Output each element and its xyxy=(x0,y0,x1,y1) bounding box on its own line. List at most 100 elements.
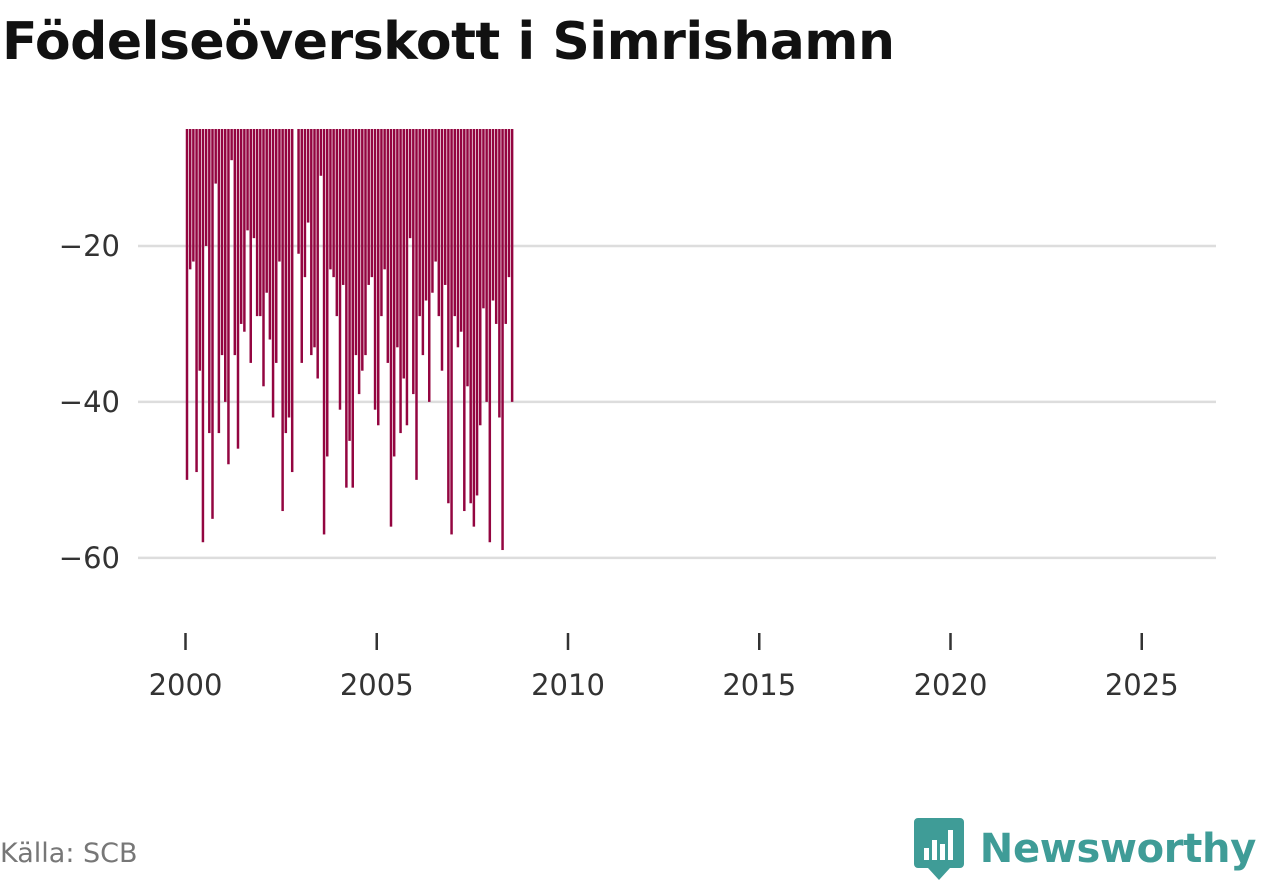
bar xyxy=(313,129,316,348)
bar xyxy=(239,129,243,324)
bar xyxy=(252,129,256,239)
bar xyxy=(351,129,354,488)
bar xyxy=(494,129,498,324)
bar xyxy=(268,129,272,340)
y-tick-label: −40 xyxy=(59,385,120,419)
x-tick-label: 2020 xyxy=(914,668,988,702)
bar xyxy=(322,129,326,535)
bar xyxy=(380,129,383,317)
bar xyxy=(220,129,224,356)
bar xyxy=(443,129,447,285)
bar xyxy=(389,129,393,527)
bar xyxy=(399,129,402,434)
y-tick-label: −20 xyxy=(59,229,120,263)
bar xyxy=(456,129,460,348)
bar xyxy=(402,129,405,379)
bar xyxy=(386,129,390,363)
bar xyxy=(412,129,415,395)
bar xyxy=(354,129,358,356)
bar xyxy=(482,129,485,309)
bar xyxy=(459,129,463,332)
bar xyxy=(287,129,291,418)
bar xyxy=(201,129,205,543)
bar xyxy=(396,129,399,348)
bar xyxy=(198,129,201,371)
bar xyxy=(316,129,319,379)
bar xyxy=(479,129,482,426)
bar xyxy=(504,129,507,324)
bar xyxy=(281,129,284,512)
bar xyxy=(418,129,421,317)
bar xyxy=(345,129,348,488)
bar xyxy=(383,129,386,270)
bar xyxy=(300,129,303,363)
brand: Newsworthy xyxy=(913,818,1256,880)
x-tick-label: 2025 xyxy=(1105,668,1179,702)
bar xyxy=(392,129,396,457)
bar xyxy=(259,129,262,317)
y-axis: −20 −40 −60 xyxy=(59,229,120,575)
bar xyxy=(332,129,335,278)
bar xyxy=(373,129,377,410)
bar xyxy=(265,129,268,293)
bar xyxy=(338,129,342,410)
bar xyxy=(275,129,278,363)
bar xyxy=(447,129,450,504)
bar xyxy=(488,129,492,543)
bar xyxy=(227,129,230,465)
bar xyxy=(370,129,374,278)
grid-lines xyxy=(138,244,1216,560)
bar xyxy=(424,129,428,301)
bar xyxy=(341,129,345,285)
bar xyxy=(348,129,351,441)
bar xyxy=(262,129,265,387)
bar xyxy=(463,129,466,512)
bar xyxy=(431,129,434,293)
source-note: Källa: SCB xyxy=(0,838,138,869)
bar xyxy=(224,129,227,402)
bar xyxy=(290,129,294,473)
bar xyxy=(408,129,412,239)
bar xyxy=(195,129,198,473)
bar xyxy=(510,129,514,402)
bar xyxy=(367,129,370,285)
bar xyxy=(284,129,288,434)
bar xyxy=(491,129,495,301)
bar xyxy=(472,129,476,527)
bar xyxy=(310,129,313,356)
bar xyxy=(188,129,192,270)
bar xyxy=(278,129,281,262)
bar xyxy=(475,129,479,496)
bar xyxy=(485,129,488,402)
x-axis: 2000 2005 2010 2015 2020 2025 xyxy=(149,633,1179,702)
x-tick-label: 2010 xyxy=(531,668,605,702)
bar xyxy=(319,129,323,176)
bar xyxy=(306,129,310,223)
bar xyxy=(466,129,469,387)
bar xyxy=(249,129,252,363)
bar xyxy=(453,129,456,317)
x-tick-label: 2015 xyxy=(722,668,796,702)
bar xyxy=(421,129,425,356)
bar xyxy=(230,129,233,161)
bar xyxy=(364,129,367,356)
bar xyxy=(271,129,275,418)
bar xyxy=(208,129,211,434)
x-tick-label: 2000 xyxy=(149,668,223,702)
bar xyxy=(326,129,329,457)
bar xyxy=(405,129,409,426)
newsworthy-logo-icon xyxy=(913,818,964,880)
bar xyxy=(450,129,453,535)
bar xyxy=(415,129,418,480)
bar xyxy=(297,129,300,254)
bar xyxy=(437,129,441,317)
bar xyxy=(236,129,240,449)
bar xyxy=(211,129,214,519)
bar xyxy=(440,129,444,371)
bar xyxy=(246,129,249,231)
y-tick-label: −60 xyxy=(59,541,120,575)
bar xyxy=(498,129,501,418)
bar xyxy=(357,129,361,395)
bar xyxy=(255,129,259,317)
